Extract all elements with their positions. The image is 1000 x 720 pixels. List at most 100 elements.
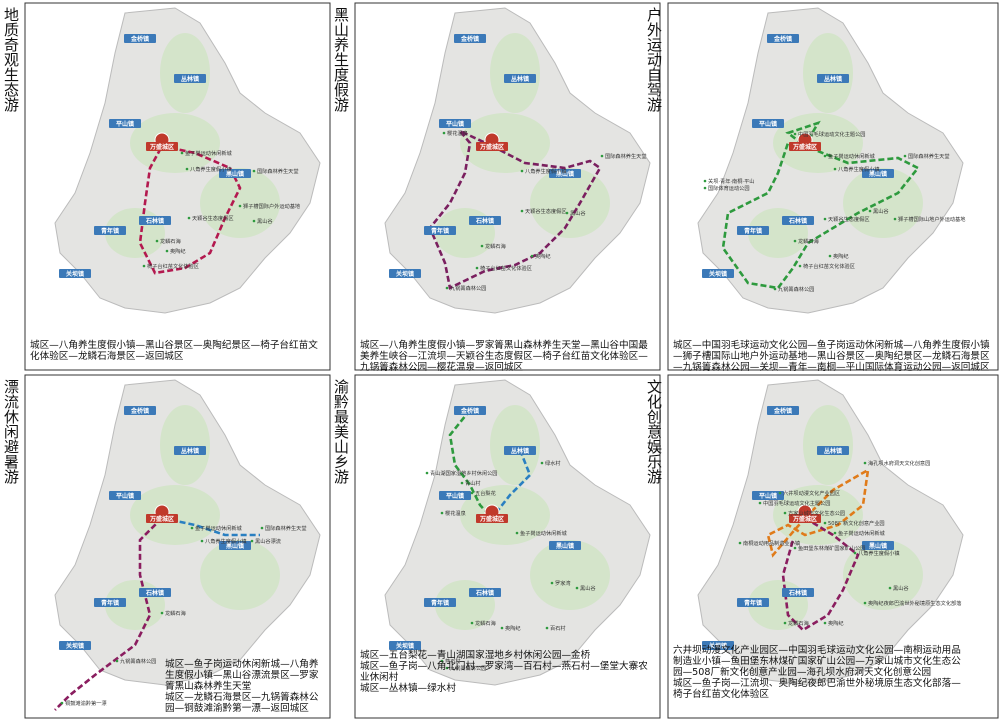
route <box>448 409 493 519</box>
site-dot <box>515 531 519 535</box>
route-description: 城区—鱼子岗—江流坝、奥陶纪夜郎巴渝世外秘境原生态文化部落— <box>673 677 961 689</box>
site-dot <box>475 266 479 270</box>
town-badge <box>752 491 784 500</box>
site-dot <box>185 167 189 171</box>
town-badge <box>146 514 178 523</box>
town-badge <box>476 142 508 151</box>
town-badge <box>702 641 734 650</box>
town-label: 黑山镇 <box>226 542 244 550</box>
site-label: 南桐运动用品制造业小镇 <box>743 539 800 547</box>
panel-title: 渝黔最美山乡游 <box>332 379 350 485</box>
site-label: 青山村 <box>465 479 481 487</box>
town-label: 丛林镇 <box>181 75 199 83</box>
town-label: 平山镇 <box>116 120 134 128</box>
site-dot <box>260 526 264 530</box>
route <box>428 129 602 290</box>
route-description: 箐黑山森林养生天堂 <box>165 680 251 692</box>
town-label: 关坝镇 <box>66 270 84 278</box>
site-label: 椅子台红苗文化体验区 <box>147 262 199 270</box>
site-dot <box>893 217 897 221</box>
site-label: 天颖谷生态度假区 <box>525 207 567 215</box>
site-dot <box>793 546 797 550</box>
vegetation <box>160 405 210 485</box>
town-label: 石林镇 <box>788 589 807 597</box>
site-dot <box>530 254 534 258</box>
route-description: 城区—八角养生度假小镇—罗家箐黑山森林养生天堂—黑山谷中国最 <box>360 339 648 351</box>
site-dot <box>863 601 867 605</box>
town-badge <box>549 541 581 550</box>
site-dot <box>888 586 892 590</box>
site-dot <box>868 209 872 213</box>
route <box>766 467 870 558</box>
site-dot <box>115 659 119 663</box>
town-badge <box>862 541 894 550</box>
panel-title: 漂流休闲避暑游 <box>2 379 20 485</box>
site-dot <box>773 287 777 291</box>
town-label: 青年镇 <box>101 227 119 235</box>
town-badge <box>789 514 821 523</box>
town-badge <box>109 119 141 128</box>
site-dot <box>180 151 184 155</box>
town-label: 平山镇 <box>759 120 777 128</box>
route-description: 城区—鱼子岗运动休闲新城—八角养 <box>165 658 319 670</box>
town-label: 丛林镇 <box>824 75 842 83</box>
site-dot <box>903 154 907 158</box>
site-label: 国际森林养生天堂 <box>257 167 299 175</box>
site-dot <box>703 186 707 190</box>
site-label: 鱼子岗运动休闲新城 <box>195 524 243 532</box>
site-dot <box>823 521 827 525</box>
site-dot <box>793 132 797 136</box>
site-dot <box>600 154 604 158</box>
site-dot <box>470 491 474 495</box>
panel-title: 文化创意娱乐游 <box>645 379 663 485</box>
site-dot <box>703 179 707 183</box>
town-badge <box>94 226 126 235</box>
site-label: 八角养生度假小镇 <box>858 549 900 557</box>
town-badge <box>767 34 799 43</box>
town-badge <box>94 598 126 607</box>
site-label: 奥陶纪 <box>833 252 849 260</box>
town-badge <box>389 641 421 650</box>
town-label: 万盛城区 <box>792 143 817 151</box>
site-label: 奥陶纪 <box>170 247 186 255</box>
vegetation <box>803 33 853 113</box>
site-dot <box>250 539 254 543</box>
site-label: 黑山谷 <box>257 217 273 225</box>
site-label: 龙鳞石海 <box>165 609 186 617</box>
site-label: 关坝·青年·南桐·平山 <box>708 177 754 185</box>
site-label: 龙鳞石海 <box>788 619 809 627</box>
town-badge <box>146 142 178 151</box>
panel-title: 地质奇观生态游 <box>2 7 20 113</box>
site-label: 黑山谷漂流 <box>255 537 281 545</box>
route-description: 城区—丛林镇—绿水村 <box>360 682 456 694</box>
site-label: 鱼子岗运动休闲新城 <box>828 152 876 160</box>
town-badge <box>549 169 581 178</box>
vegetation <box>530 168 610 238</box>
site-dot <box>160 611 164 615</box>
route-description: —狮子槽国际山地户外运动基地—黑山谷景区—奥陶纪景区—龙鳞石海景区 <box>673 350 990 362</box>
route-description: 城区—龙鳞石海景区—九锅箐森林公 <box>165 691 319 703</box>
route <box>54 517 163 711</box>
site-label: 樱花温泉 <box>445 509 467 517</box>
town-badge <box>476 514 508 523</box>
route-description: 六井坝动漫文化产业园区—中国羽毛球运动文化公园—南桐运动用品 <box>673 644 961 656</box>
site-label: 奥陶纪 <box>505 624 521 632</box>
site-label: 燕石村 <box>445 657 461 665</box>
town-badge <box>59 641 91 650</box>
site-label: 国际森林养生天堂 <box>908 152 950 160</box>
town-label: 青年镇 <box>431 599 449 607</box>
route-description: 化体验区—龙鳞石海景区—返回城区 <box>30 350 184 362</box>
site-label: 黑山谷 <box>570 209 586 217</box>
site-label: 八角养生度假小镇 <box>525 167 567 175</box>
vegetation <box>530 540 610 610</box>
site-dot <box>252 219 256 223</box>
town-badge <box>439 119 471 128</box>
town-badge <box>862 169 894 178</box>
town-label: 黑山镇 <box>869 170 887 178</box>
town-label: 平山镇 <box>759 492 777 500</box>
town-label: 金桥镇 <box>130 407 149 415</box>
town-badge <box>737 226 769 235</box>
town-label: 丛林镇 <box>181 447 199 455</box>
town-label: 金桥镇 <box>460 35 479 43</box>
